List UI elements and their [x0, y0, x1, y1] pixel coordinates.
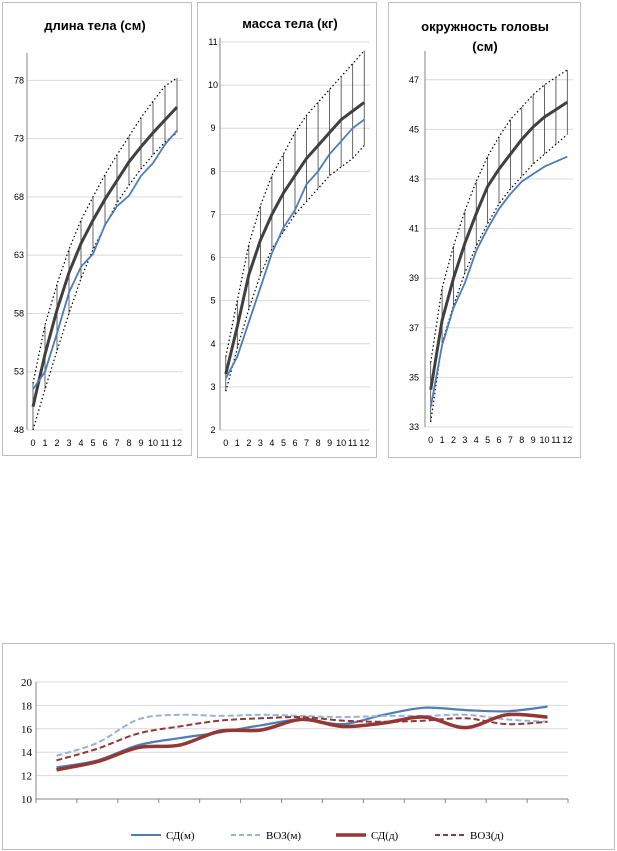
head-chart-panel: окружность головы (см) 33 35 37 39 41 43 45 47 0… [388, 2, 581, 458]
y-tick-label: 68 [14, 192, 24, 202]
y-tick-label: 53 [14, 367, 24, 377]
x-tick-label: 7 [508, 435, 513, 445]
series-line-main [31, 106, 179, 408]
comparison-chart-panel: СД(м) ВОЗ(м) СД(д) ВОЗ(д) 10 12 14 16 18 20 [2, 643, 615, 850]
x-tick-label: 5 [485, 435, 490, 445]
x-tick-label: 2 [54, 438, 59, 448]
series-line-who-g [56, 716, 548, 762]
x-tick-label: 5 [90, 438, 95, 448]
y-tick-label: 10 [208, 80, 218, 90]
y-tick-label: 8 [210, 166, 215, 176]
chart-title: длина тела (см) [44, 18, 145, 33]
y-tick-label: 7 [210, 209, 215, 219]
y-tick-label: 45 [409, 124, 419, 134]
x-tick-label: 6 [102, 438, 107, 448]
legend-label-who-m: ВОЗ(м) [266, 830, 301, 842]
x-tick-label: 3 [66, 438, 71, 448]
series-line-main [224, 101, 366, 375]
x-tick-label: 11 [551, 435, 560, 445]
y-tick-label: 48 [14, 425, 24, 435]
x-tick-label: 9 [327, 438, 332, 448]
y-tick-label: 2 [210, 425, 215, 435]
series-line-sd-g [56, 712, 548, 772]
x-tick-label: 9 [531, 435, 536, 445]
x-tick-label: 0 [30, 438, 35, 448]
x-tick-label: 8 [519, 435, 524, 445]
y-tick-label: 10 [21, 794, 33, 806]
x-tick-label: 2 [451, 435, 456, 445]
y-tick-label: 3 [210, 382, 215, 392]
x-tick-label: 0 [428, 435, 433, 445]
y-tick-label: 6 [210, 253, 215, 263]
series-line-lower [225, 145, 365, 392]
x-tick-label: 2 [246, 438, 251, 448]
series-line-main [429, 100, 569, 391]
x-tick-label: 10 [540, 435, 550, 445]
x-tick-label: 1 [42, 438, 47, 448]
y-tick-label: 20 [21, 677, 33, 689]
legend-label-who-g: ВОЗ(д) [470, 830, 504, 842]
legend: СД(м) ВОЗ(м) СД(д) ВОЗ(д) [131, 830, 504, 842]
y-tick-label: 63 [14, 250, 24, 260]
head-chart: окружность головы (см) 33353739414345470… [409, 19, 573, 445]
x-tick-label: 0 [223, 438, 228, 448]
mass-chart-panel: масса тела (кг) 2 3 4 5 6 7 8 9 10 11 0 1 2 3 4 5 6 7 8 9 10… [197, 2, 377, 458]
x-tick-label: 6 [496, 435, 501, 445]
x-tick-label: 6 [292, 438, 297, 448]
x-tick-label: 12 [359, 438, 369, 448]
x-tick-label: 8 [316, 438, 321, 448]
y-tick-label: 16 [21, 724, 33, 736]
y-tick-label: 11 [208, 37, 217, 47]
y-tick-label: 78 [14, 75, 24, 85]
y-tick-label: 39 [409, 273, 419, 283]
y-tick-label: 14 [21, 747, 33, 759]
x-tick-label: 10 [148, 438, 158, 448]
chart-title-line1: окружность головы [421, 19, 549, 34]
y-tick-label: 47 [409, 75, 419, 85]
y-tick-label: 5 [210, 296, 215, 306]
legend-label-sd-g: СД(д) [371, 830, 399, 842]
y-tick-label: 43 [409, 174, 419, 184]
y-tick-label: 4 [210, 339, 215, 349]
y-tick-label: 18 [21, 700, 33, 712]
x-tick-label: 3 [258, 438, 263, 448]
x-tick-label: 4 [269, 438, 274, 448]
x-tick-label: 8 [126, 438, 131, 448]
x-tick-label: 5 [281, 438, 286, 448]
y-tick-label: 41 [409, 224, 419, 234]
x-tick-label: 12 [172, 438, 182, 448]
x-tick-label: 1 [235, 438, 240, 448]
y-tick-label: 35 [409, 372, 419, 382]
series-line-observed [429, 155, 568, 408]
y-tick-label: 33 [409, 422, 419, 432]
y-tick-label: 12 [21, 771, 32, 783]
length-chart-panel: длина тела (см) 48 53 58 63 68 73 78 0 1 2 3 4 5 6 7 8 9… [2, 2, 192, 456]
x-tick-label: 10 [336, 438, 346, 448]
series-line-observed [225, 118, 365, 379]
y-tick-label: 9 [210, 123, 215, 133]
x-tick-label: 3 [462, 435, 467, 445]
y-tick-label: 58 [14, 308, 24, 318]
series-line-who-m [56, 713, 548, 757]
x-tick-label: 11 [160, 438, 169, 448]
series-line-observed [32, 129, 178, 390]
y-tick-label: 37 [409, 323, 419, 333]
y-tick-label: 73 [14, 134, 24, 144]
x-tick-label: 12 [562, 435, 572, 445]
x-tick-label: 7 [114, 438, 119, 448]
series-line-upper [225, 50, 365, 357]
x-tick-label: 7 [304, 438, 309, 448]
chart-title-line2: (см) [472, 39, 498, 54]
comparison-chart: СД(м) ВОЗ(м) СД(д) ВОЗ(д) 10 12 14 16 18 20 [21, 677, 569, 842]
x-tick-label: 11 [348, 438, 357, 448]
x-tick-label: 4 [474, 435, 479, 445]
x-tick-label: 4 [78, 438, 83, 448]
series-line-upper [32, 77, 178, 384]
x-tick-label: 9 [138, 438, 143, 448]
legend-label-sd-m: СД(м) [166, 830, 195, 842]
x-tick-label: 1 [440, 435, 445, 445]
chart-title: масса тела (кг) [242, 16, 337, 31]
